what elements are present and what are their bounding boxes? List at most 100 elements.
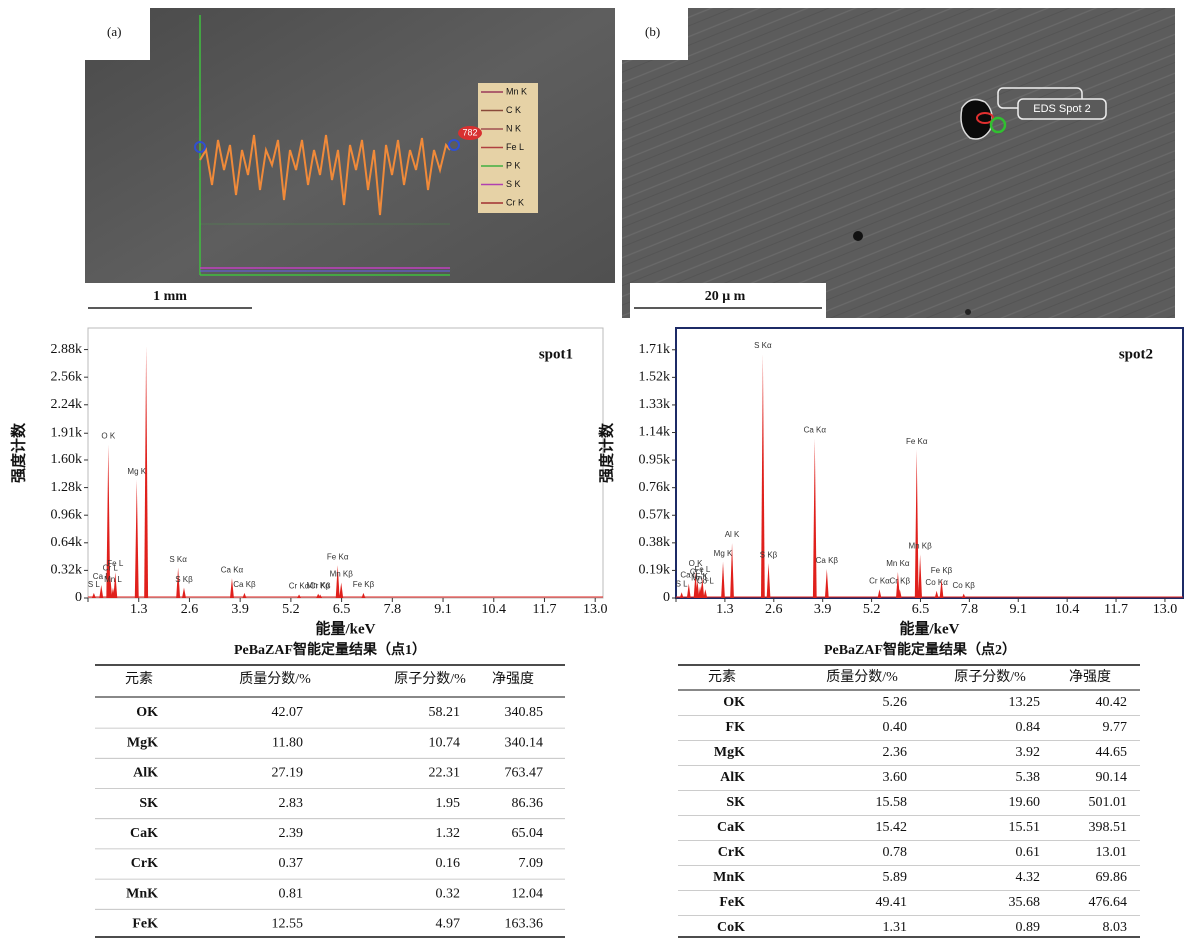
table-cell: CrK: [718, 845, 745, 860]
table-cell: 8.03: [1103, 920, 1128, 935]
column-header: 质量分数/%: [826, 669, 898, 685]
y-axis-title: 强度计数: [597, 422, 615, 483]
table-cell: AlK: [133, 766, 158, 781]
column-header: 元素: [125, 671, 153, 687]
peak: [318, 594, 323, 598]
table-cell: SK: [139, 796, 158, 811]
peak: [113, 572, 118, 598]
table-cell: 163.36: [505, 917, 544, 932]
y-tick-label: 1.28k: [51, 480, 83, 495]
peak-label: Cr Kβ: [310, 582, 331, 591]
peak: [176, 567, 181, 598]
y-tick-label: 0.57k: [639, 507, 671, 522]
y-tick-label: 0: [663, 590, 670, 605]
peak-label: Ca Kβ: [816, 556, 839, 565]
table-cell: 501.01: [1089, 795, 1128, 810]
peak-label: Ca Kα: [804, 425, 827, 434]
y-tick-label: 1.91k: [51, 425, 83, 440]
peak-label: Co L: [697, 576, 714, 585]
table-cell: 44.65: [1096, 745, 1128, 760]
peak-label: Mg K: [127, 467, 146, 476]
x-tick-label: 13.0: [583, 602, 608, 617]
peak-label: Co Kα: [925, 578, 948, 587]
table-cell: 2.39: [279, 826, 304, 841]
sem-image-b: [622, 8, 1175, 319]
legend-label: N K: [506, 123, 521, 133]
table-cell: 19.60: [1009, 795, 1041, 810]
table-cell: 11.80: [272, 735, 303, 750]
x-tick-label: 1.3: [716, 602, 734, 617]
table-cell: MnK: [713, 870, 745, 885]
peak-label: S Kβ: [175, 575, 193, 584]
table-cell: CaK: [130, 826, 158, 841]
peak-label: S L: [88, 580, 101, 589]
y-tick-label: 0.76k: [639, 480, 671, 495]
table-cell: 398.51: [1089, 820, 1128, 835]
peak: [824, 568, 829, 598]
peak: [695, 580, 700, 598]
peak-label: Cr Kα: [289, 582, 310, 591]
table-cell: OK: [723, 695, 745, 710]
legend-label: C K: [506, 105, 521, 115]
scale-bar-label: 1 mm: [153, 289, 187, 304]
table-cell: 3.92: [1016, 745, 1041, 760]
table-title: PeBaZAF智能定量结果（点2）: [824, 641, 1016, 658]
y-tick-label: 1.71k: [639, 342, 671, 357]
peak: [686, 583, 691, 598]
table-cell: 13.25: [1009, 695, 1041, 710]
y-tick-label: 0.19k: [639, 563, 671, 578]
peak-label: Cr Kα: [869, 576, 890, 585]
table-cell: 35.68: [1009, 895, 1041, 910]
peak: [896, 571, 900, 598]
table-cell: 9.77: [1103, 720, 1128, 735]
peak-label: Ca L: [680, 571, 697, 580]
table-cell: 40.42: [1096, 695, 1128, 710]
peak-label: Fe Kβ: [353, 580, 375, 589]
peak: [700, 577, 705, 598]
x-tick-label: 7.8: [961, 602, 979, 617]
peak-label: Ca L: [93, 572, 110, 581]
x-tick-label: 13.0: [1153, 602, 1178, 617]
annotation: spot1: [539, 346, 573, 362]
plot-frame: [87, 327, 604, 599]
peak: [339, 582, 344, 598]
peak-label: S Kβ: [760, 550, 778, 559]
table-cell: 0.78: [883, 845, 908, 860]
peak-label: Al K: [725, 530, 740, 539]
peak-label: Cr Kβ: [889, 576, 910, 585]
peak-label: S Kα: [754, 341, 772, 350]
table-cell: 49.41: [876, 895, 908, 910]
table-cell: 0.32: [436, 886, 461, 901]
peak: [961, 593, 966, 598]
table-cell: 340.85: [505, 705, 544, 720]
table-cell: 5.26: [883, 695, 908, 710]
peak: [297, 594, 302, 598]
x-tick-label: 5.2: [282, 602, 300, 617]
table-title: PeBaZAF智能定量结果（点1）: [234, 641, 426, 658]
x-tick-label: 2.6: [181, 602, 199, 617]
table-cell: 0.81: [279, 886, 304, 901]
table-cell: FeK: [719, 895, 745, 910]
peak-label: O K: [101, 432, 115, 441]
table-cell: 0.61: [1016, 845, 1041, 860]
peak: [897, 589, 902, 598]
table-cell: FK: [726, 720, 746, 735]
peak-label: Mn L: [691, 573, 709, 582]
table-cell: 340.14: [505, 735, 544, 750]
peak: [721, 561, 725, 598]
table-cell: MgK: [127, 735, 158, 750]
x-axis-title: 能量/keV: [315, 619, 375, 637]
peak: [766, 563, 771, 598]
x-tick-label: 3.9: [814, 602, 832, 617]
table-cell: 4.32: [1016, 870, 1041, 885]
y-tick-label: 1.52k: [639, 370, 671, 385]
table-cell: 3.60: [883, 770, 908, 785]
table-cell: 0.89: [1016, 920, 1041, 935]
peak-label: S L: [676, 579, 689, 588]
table-cell: 0.84: [1016, 720, 1041, 735]
peak: [242, 592, 247, 598]
peak-label: Ca Kα: [221, 565, 244, 574]
table-cell: 7.09: [519, 856, 544, 871]
table-cell: 58.21: [429, 705, 461, 720]
legend-label: S K: [506, 179, 521, 189]
